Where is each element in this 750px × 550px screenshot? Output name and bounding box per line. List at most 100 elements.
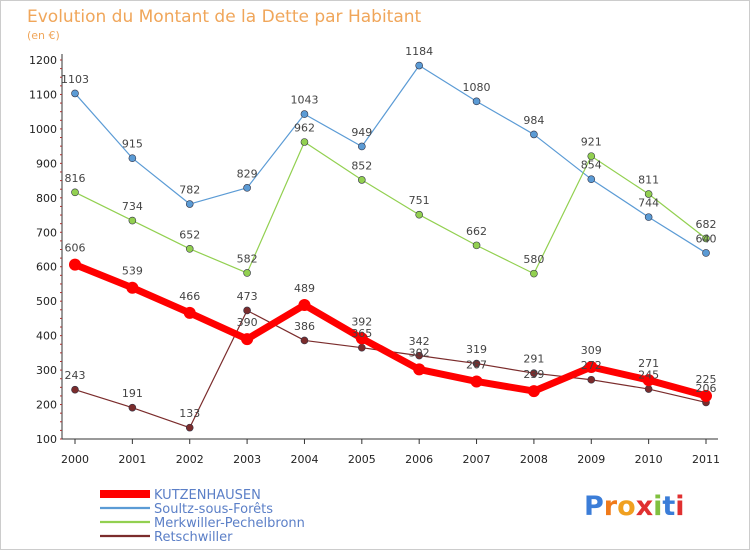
x-tick-label: 2005 (348, 453, 376, 466)
data-label: 539 (122, 265, 143, 278)
brand-letter: P (584, 491, 604, 522)
data-point (71, 89, 79, 98)
data-point (587, 375, 596, 384)
brand-letter: o (617, 491, 636, 522)
y-tick-label: 1000 (29, 123, 57, 136)
chart-unit: (en €) (27, 29, 60, 42)
data-point (71, 385, 79, 394)
series-soultz-sous-forets (71, 61, 710, 257)
data-point (243, 184, 251, 192)
data-point (358, 142, 366, 151)
data-point (300, 138, 309, 146)
y-tick-label: 1100 (29, 88, 57, 101)
chart-title: Evolution du Montant de la Dette par Hab… (27, 7, 422, 27)
data-point (243, 269, 251, 277)
brand-letter: i (653, 491, 662, 522)
data-label: 921 (581, 136, 602, 149)
data-label: 811 (638, 174, 659, 187)
x-tick-label: 2001 (118, 453, 146, 466)
data-label: 342 (409, 335, 430, 348)
data-point (243, 306, 251, 315)
data-label: 206 (696, 382, 717, 395)
axes: 100 200 300 400 500 600 700 800 900 1000 1100 1200 2… (29, 54, 720, 466)
data-point (530, 369, 538, 377)
data-point (185, 245, 194, 253)
data-point (530, 269, 538, 278)
brand-letter: t (662, 491, 675, 522)
data-point (472, 97, 481, 106)
data-label: 682 (696, 218, 717, 231)
y-tick-label: 600 (36, 261, 57, 274)
data-point (585, 360, 598, 373)
data-point (644, 190, 653, 198)
data-label: 309 (581, 344, 602, 357)
x-tick-label: 2000 (61, 453, 89, 466)
data-label: 829 (237, 167, 258, 180)
data-point (128, 216, 137, 225)
data-label: 365 (351, 327, 372, 340)
data-label: 751 (409, 194, 430, 207)
y-tick-label: 200 (36, 399, 57, 412)
data-label: 271 (638, 357, 659, 370)
data-point (702, 249, 710, 257)
data-label: 191 (122, 387, 143, 400)
data-point (300, 336, 309, 345)
data-label: 582 (237, 252, 258, 265)
data-label: 734 (122, 200, 143, 213)
data-label: 390 (237, 316, 258, 329)
data-point (472, 241, 481, 250)
y-tick-label: 300 (36, 364, 57, 377)
series-merkwiller-pechelbronn (71, 138, 710, 278)
data-label: 239 (523, 368, 544, 381)
data-point (183, 306, 196, 319)
data-point (472, 359, 481, 368)
x-tick-label: 2002 (176, 453, 204, 466)
x-tick-label: 2003 (233, 453, 261, 466)
data-label: 652 (179, 228, 200, 241)
data-point (415, 210, 423, 219)
series-layer (69, 61, 712, 432)
x-tick-label: 2006 (405, 453, 433, 466)
data-label: 662 (466, 225, 487, 238)
data-point (587, 152, 596, 160)
data-label: 915 (122, 138, 143, 151)
data-label: 1043 (290, 94, 318, 107)
data-point (298, 298, 311, 311)
data-point (587, 175, 596, 184)
y-tick-label: 700 (36, 226, 57, 239)
data-point (644, 213, 653, 221)
data-label: 392 (351, 315, 372, 328)
data-point (128, 403, 137, 412)
data-label: 854 (581, 159, 602, 172)
data-point (700, 389, 712, 402)
data-point (644, 385, 653, 393)
data-label: 1080 (463, 81, 491, 94)
data-label: 949 (351, 126, 372, 139)
legend-label: Merkwiller-Pechelbronn (154, 516, 305, 531)
data-point (642, 374, 655, 387)
x-tick-label: 2004 (290, 453, 318, 466)
data-point (355, 332, 368, 345)
y-tick-label: 500 (36, 295, 57, 308)
data-label: 580 (523, 253, 544, 266)
data-label: 225 (696, 373, 717, 386)
x-tick-label: 2007 (463, 453, 491, 466)
data-point (702, 234, 710, 243)
data-labels: 1103 915 782 829 1043 949 1184 1080 984 854 744 640… (61, 45, 717, 420)
series-line (71, 261, 710, 400)
data-point (527, 385, 540, 398)
x-tick-label: 2008 (520, 453, 548, 466)
brand-letter: x (636, 491, 653, 522)
data-label: 302 (409, 346, 430, 359)
data-label: 816 (65, 172, 86, 185)
y-tick-label: 800 (36, 192, 57, 205)
data-point (415, 351, 423, 360)
data-point (358, 343, 366, 352)
data-point (128, 154, 137, 162)
data-point (358, 176, 366, 184)
data-point (69, 258, 81, 271)
data-label: 489 (294, 282, 315, 295)
data-point (300, 110, 309, 118)
data-point (530, 130, 538, 139)
